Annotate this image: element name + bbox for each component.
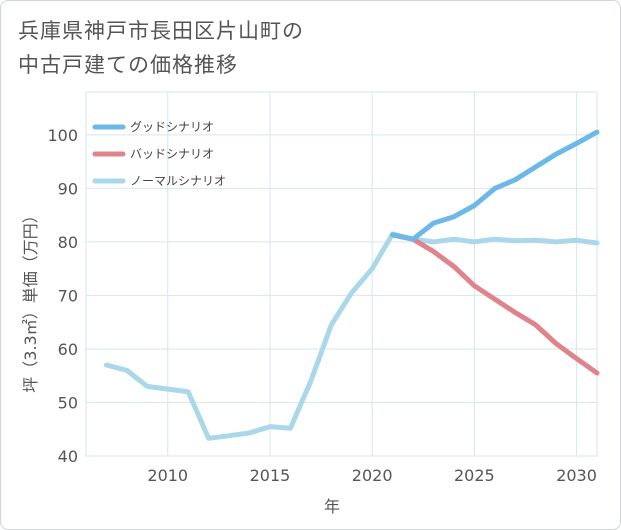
series-line-2 [390, 232, 600, 376]
chart-title-line2: 中古戸建ての価格推移 [18, 53, 238, 77]
series-line-1 [390, 129, 600, 242]
chart-title: 兵庫県神戸市長田区片山町の 中古戸建ての価格推移 [18, 14, 304, 82]
x-tick-label: 2030 [556, 466, 597, 485]
plot-area [103, 129, 600, 441]
legend-label: グッドシナリオ [130, 120, 214, 134]
y-tick-label: 70 [58, 286, 78, 305]
y-tick-label: 80 [58, 233, 78, 252]
x-tick-label: 2025 [454, 466, 495, 485]
y-tick-label: 90 [58, 179, 78, 198]
x-tick-label: 2015 [250, 466, 291, 485]
legend-label: ノーマルシナリオ [130, 174, 226, 188]
y-axis-ticks: 40 50 60 70 80 90 100 [47, 126, 78, 466]
y-tick-label: 50 [58, 393, 78, 412]
y-tick-label: 60 [58, 340, 78, 359]
series-line-3 [103, 231, 600, 441]
y-tick-label: 100 [47, 126, 78, 145]
x-axis-ticks: 2010 2015 2020 2025 2030 [147, 466, 597, 485]
x-tick-label: 2010 [147, 466, 188, 485]
legend-label: バッドシナリオ [130, 147, 214, 161]
y-axis-title: 坪（3.3㎡）単価（万円） [21, 207, 40, 392]
chart-title-line1: 兵庫県神戸市長田区片山町の [18, 19, 304, 43]
x-axis-title: 年 [324, 497, 340, 516]
x-tick-label: 2020 [352, 466, 393, 485]
y-tick-label: 40 [58, 447, 78, 466]
